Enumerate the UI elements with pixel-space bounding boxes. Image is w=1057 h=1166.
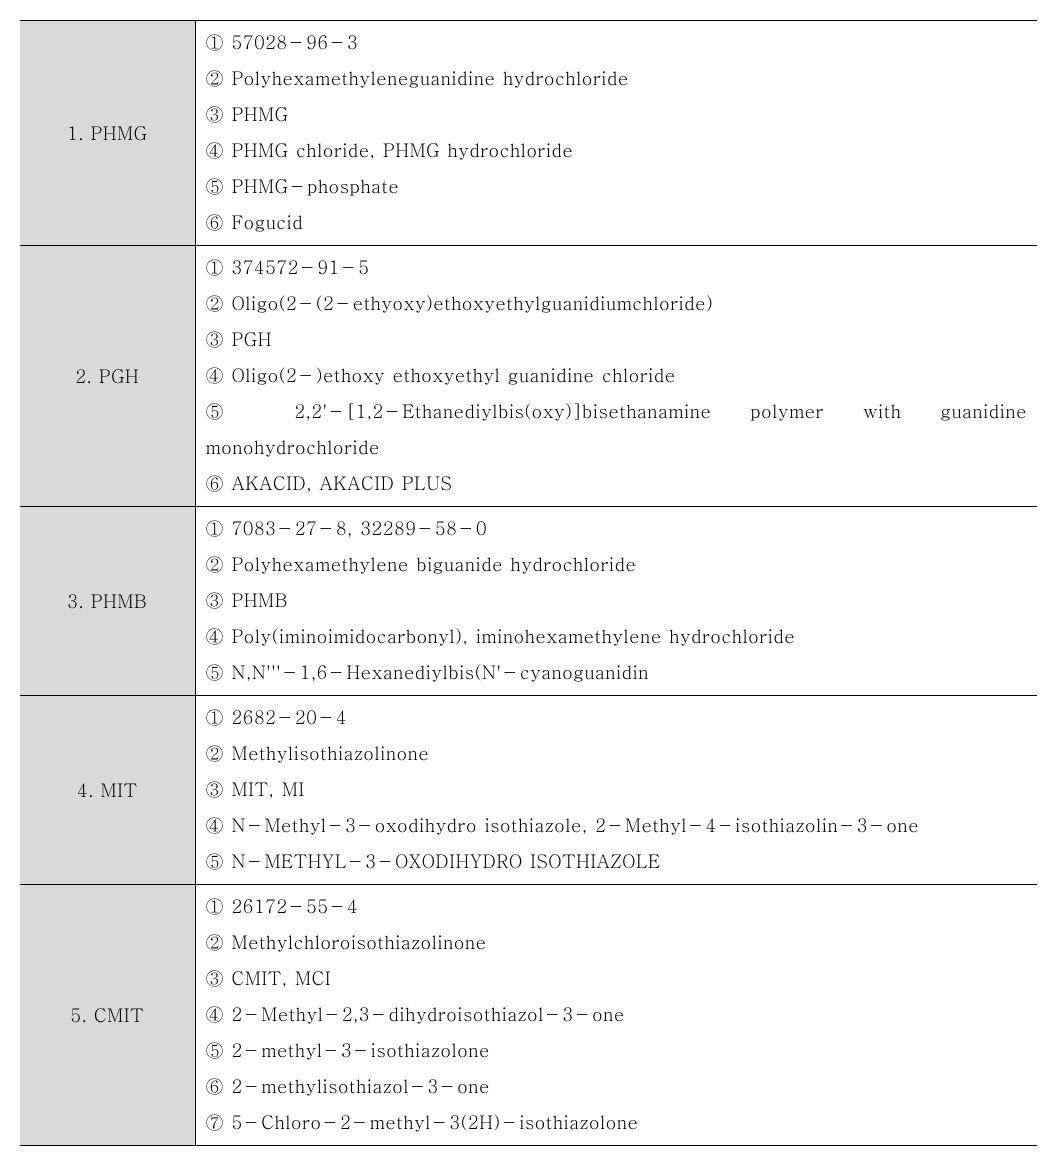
list-item: ② Polyhexamethylene biguanide hydrochlor… [206,547,1028,583]
list-item: ⑤ N,N'''－1,6－Hexanediylbis(N'－cyanoguani… [206,655,1028,691]
list-item: ③ CMIT, MCI [206,961,1028,997]
row-content: ① 7083－27－8, 32289－58－0 ② Polyhexamethyl… [195,507,1037,696]
row-content: ① 57028－96－3 ② Polyhexamethyleneguanidin… [195,21,1037,246]
list-item: ③ PHMB [206,583,1028,619]
list-item: ⑤ N－METHYL－3－OXODIHYDRO ISOTHIAZOLE [206,844,1028,880]
table-body: 1. PHMG ① 57028－96－3 ② Polyhexamethylene… [20,21,1037,1146]
list-item: ④ PHMG chloride, PHMG hydrochloride [206,133,1028,169]
list-item: ⑦ 5－Chloro－2－methyl－3(2H)－isothiazolone [206,1105,1028,1141]
compound-table: 1. PHMG ① 57028－96－3 ② Polyhexamethylene… [20,20,1037,1146]
list-item: ④ N－Methyl－3－oxodihydro isothiazole, 2－M… [206,808,1028,844]
list-item: ① 374572－91－5 [206,250,1028,286]
list-item: ⑤ 2,2'－[1,2－Ethanediylbis(oxy)]bisethana… [206,394,1028,466]
table-row: 1. PHMG ① 57028－96－3 ② Polyhexamethylene… [20,21,1037,246]
list-item: ② Methylchloroisothiazolinone [206,925,1028,961]
row-content: ① 26172－55－4 ② Methylchloroisothiazolino… [195,885,1037,1146]
list-item: ⑤ 2－methyl－3－isothiazolone [206,1033,1028,1069]
table-row: 2. PGH ① 374572－91－5 ② Oligo(2－(2－ethyox… [20,246,1037,507]
list-item: ① 7083－27－8, 32289－58－0 [206,511,1028,547]
list-item: ⑤ PHMG－phosphate [206,169,1028,205]
row-content: ① 2682－20－4 ② Methylisothiazolinone ③ MI… [195,696,1037,885]
row-label: 1. PHMG [20,21,195,246]
list-item: ③ PGH [206,322,1028,358]
list-item: ⑥ AKACID, AKACID PLUS [206,466,1028,502]
list-item: ① 2682－20－4 [206,700,1028,736]
list-item: ② Oligo(2－(2－ethyoxy)ethoxyethylguanidiu… [206,286,1028,322]
table-row: 4. MIT ① 2682－20－4 ② Methylisothiazolino… [20,696,1037,885]
table-row: 3. PHMB ① 7083－27－8, 32289－58－0 ② Polyhe… [20,507,1037,696]
list-item: ② Methylisothiazolinone [206,736,1028,772]
table-row: 5. CMIT ① 26172－55－4 ② Methylchloroisoth… [20,885,1037,1146]
row-label: 4. MIT [20,696,195,885]
list-item: ① 26172－55－4 [206,889,1028,925]
row-label: 3. PHMB [20,507,195,696]
list-item: ④ 2－Methyl－2,3－dihydroisothiazol－3－one [206,997,1028,1033]
list-item: ④ Oligo(2－)ethoxy ethoxyethyl guanidine … [206,358,1028,394]
list-item: ⑥ Fogucid [206,205,1028,241]
row-label: 2. PGH [20,246,195,507]
list-item: ③ MIT, MI [206,772,1028,808]
list-item: ③ PHMG [206,97,1028,133]
list-item: ② Polyhexamethyleneguanidine hydrochlori… [206,61,1028,97]
row-content: ① 374572－91－5 ② Oligo(2－(2－ethyoxy)ethox… [195,246,1037,507]
list-item: ④ Poly(iminoimidocarbonyl), iminohexamet… [206,619,1028,655]
row-label: 5. CMIT [20,885,195,1146]
list-item: ⑥ 2－methylisothiazol－3－one [206,1069,1028,1105]
list-item: ① 57028－96－3 [206,25,1028,61]
